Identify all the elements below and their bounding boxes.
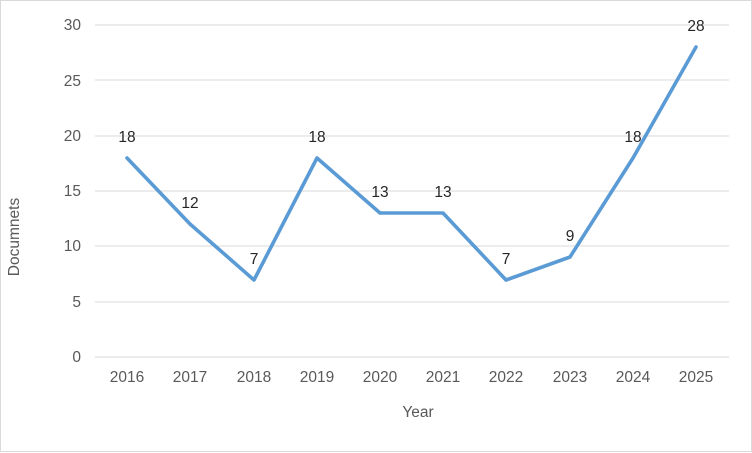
svg-text:28: 28 — [687, 18, 704, 35]
svg-text:2019: 2019 — [300, 369, 334, 386]
svg-text:18: 18 — [118, 129, 135, 146]
svg-text:2021: 2021 — [426, 369, 460, 386]
svg-text:0: 0 — [72, 349, 81, 366]
svg-text:25: 25 — [64, 73, 81, 90]
svg-text:18: 18 — [308, 129, 325, 146]
svg-text:30: 30 — [64, 17, 82, 34]
svg-text:13: 13 — [434, 184, 451, 201]
svg-text:12: 12 — [181, 195, 198, 212]
svg-text:5: 5 — [72, 294, 81, 311]
svg-text:2017: 2017 — [173, 369, 207, 386]
svg-text:15: 15 — [64, 183, 81, 200]
svg-text:9: 9 — [566, 228, 575, 245]
svg-text:2025: 2025 — [679, 369, 713, 386]
svg-text:2020: 2020 — [363, 369, 398, 386]
svg-text:7: 7 — [250, 251, 259, 268]
svg-text:Documnets: Documnets — [6, 198, 23, 277]
svg-text:10: 10 — [64, 238, 82, 255]
svg-text:2022: 2022 — [489, 369, 523, 386]
svg-text:13: 13 — [371, 184, 388, 201]
svg-text:20: 20 — [64, 128, 82, 145]
svg-text:2023: 2023 — [553, 369, 587, 386]
svg-text:7: 7 — [502, 251, 511, 268]
svg-text:2016: 2016 — [110, 369, 144, 386]
svg-text:18: 18 — [624, 129, 641, 146]
svg-text:2018: 2018 — [237, 369, 271, 386]
svg-text:2024: 2024 — [616, 369, 651, 386]
svg-text:Year: Year — [402, 404, 433, 421]
